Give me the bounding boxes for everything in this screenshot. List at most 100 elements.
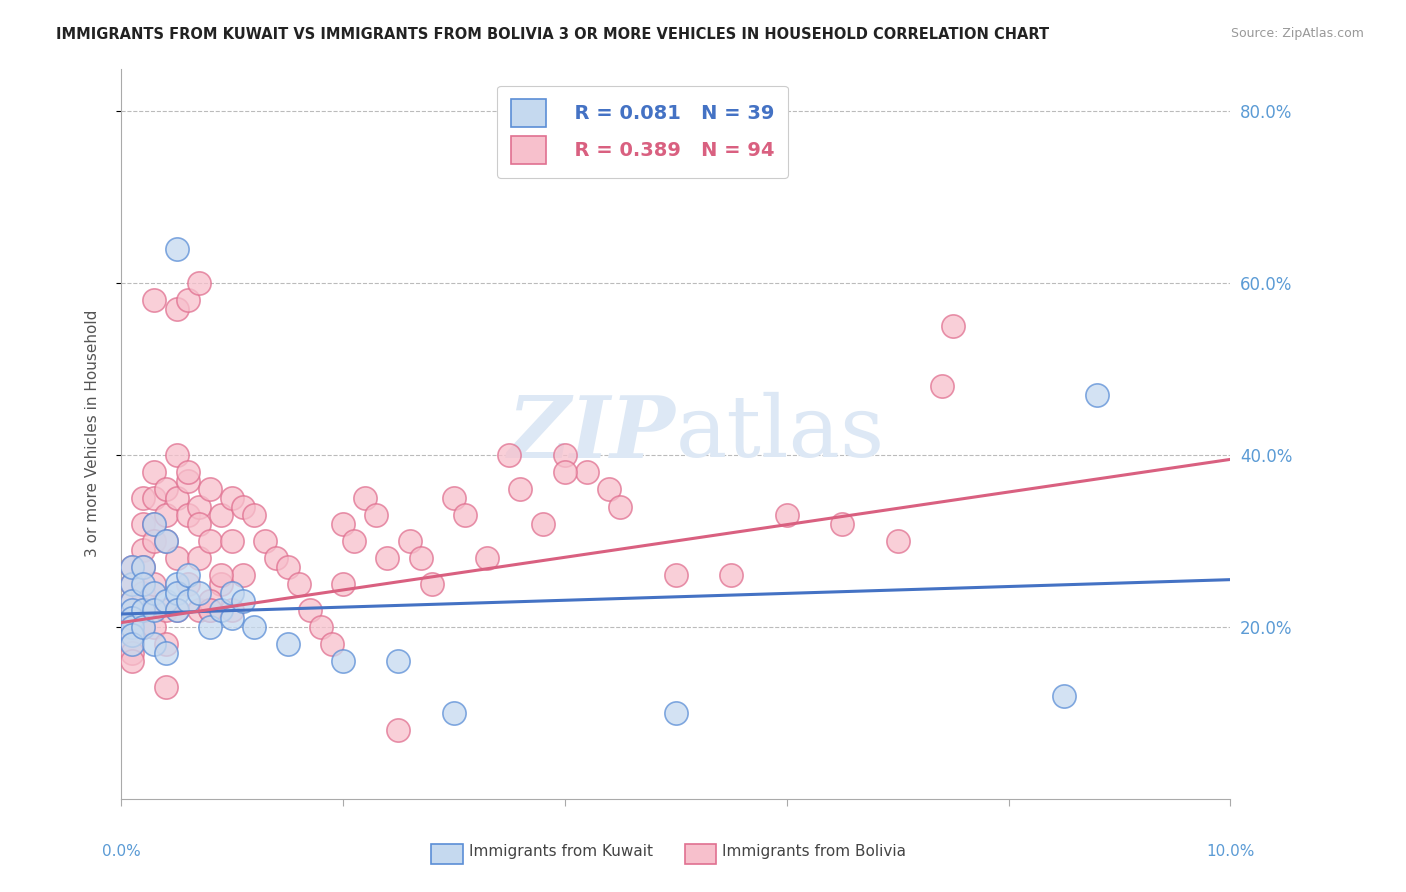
Point xyxy=(198,594,221,608)
Point xyxy=(221,611,243,625)
Point xyxy=(121,611,143,625)
Point xyxy=(254,533,277,548)
Point xyxy=(343,533,366,548)
Point xyxy=(166,242,188,256)
Point xyxy=(132,603,155,617)
Point xyxy=(166,603,188,617)
Point xyxy=(121,603,143,617)
Point xyxy=(609,500,631,514)
Point xyxy=(1053,689,1076,703)
Point xyxy=(198,620,221,634)
Point xyxy=(155,680,177,694)
Point xyxy=(576,465,599,479)
Point xyxy=(475,551,498,566)
Point xyxy=(143,533,166,548)
Point xyxy=(287,577,309,591)
Point xyxy=(155,637,177,651)
Point xyxy=(498,448,520,462)
Point xyxy=(332,654,354,668)
Point xyxy=(221,491,243,505)
Point xyxy=(166,585,188,599)
Point xyxy=(155,603,177,617)
Point xyxy=(886,533,908,548)
Text: Immigrants from Bolivia: Immigrants from Bolivia xyxy=(723,845,905,859)
Point xyxy=(166,603,188,617)
Point xyxy=(221,603,243,617)
Point xyxy=(209,603,232,617)
Point xyxy=(420,577,443,591)
Point xyxy=(121,637,143,651)
Point xyxy=(155,533,177,548)
Point xyxy=(132,577,155,591)
Point xyxy=(132,559,155,574)
Y-axis label: 3 or more Vehicles in Household: 3 or more Vehicles in Household xyxy=(86,310,100,558)
Point xyxy=(187,603,209,617)
Point xyxy=(187,516,209,531)
Legend:   R = 0.081   N = 39,   R = 0.389   N = 94: R = 0.081 N = 39, R = 0.389 N = 94 xyxy=(496,86,789,178)
Point xyxy=(121,594,143,608)
Point xyxy=(143,577,166,591)
Point xyxy=(354,491,377,505)
Point xyxy=(166,301,188,316)
Point xyxy=(155,483,177,497)
Point xyxy=(121,620,143,634)
Point xyxy=(187,500,209,514)
Point xyxy=(143,620,166,634)
Point xyxy=(720,568,742,582)
Point xyxy=(176,508,198,523)
Point xyxy=(443,491,465,505)
Text: ZIP: ZIP xyxy=(508,392,676,475)
Point xyxy=(132,559,155,574)
Point xyxy=(409,551,432,566)
Point xyxy=(209,568,232,582)
Point xyxy=(387,723,409,737)
Point xyxy=(598,483,620,497)
Point xyxy=(198,483,221,497)
Point xyxy=(121,577,143,591)
Point xyxy=(121,654,143,668)
Point xyxy=(266,551,288,566)
Point xyxy=(176,577,198,591)
Point xyxy=(143,491,166,505)
Point xyxy=(243,508,266,523)
Point xyxy=(176,474,198,488)
Point xyxy=(387,654,409,668)
Point xyxy=(143,637,166,651)
Point xyxy=(232,500,254,514)
Point xyxy=(209,577,232,591)
Point xyxy=(155,594,177,608)
Point xyxy=(143,516,166,531)
Point xyxy=(375,551,398,566)
Point xyxy=(166,491,188,505)
Point xyxy=(332,516,354,531)
Point xyxy=(366,508,388,523)
Point xyxy=(276,637,298,651)
Point xyxy=(209,508,232,523)
Point xyxy=(143,293,166,308)
Point xyxy=(232,568,254,582)
Point xyxy=(166,577,188,591)
Point xyxy=(121,603,143,617)
Text: atlas: atlas xyxy=(676,392,884,475)
Point xyxy=(121,559,143,574)
Point xyxy=(121,628,143,642)
Point xyxy=(309,620,332,634)
Point xyxy=(176,465,198,479)
Point xyxy=(132,516,155,531)
Point xyxy=(121,594,143,608)
Point xyxy=(132,620,155,634)
Point xyxy=(132,603,155,617)
Point xyxy=(509,483,531,497)
Point xyxy=(276,559,298,574)
Point xyxy=(132,491,155,505)
Text: 0.0%: 0.0% xyxy=(101,845,141,859)
Point xyxy=(198,533,221,548)
Point xyxy=(155,646,177,660)
Point xyxy=(176,293,198,308)
Point xyxy=(665,706,688,720)
Point xyxy=(132,542,155,557)
Point xyxy=(176,594,198,608)
Point xyxy=(121,611,143,625)
Point xyxy=(166,448,188,462)
Point xyxy=(132,620,155,634)
